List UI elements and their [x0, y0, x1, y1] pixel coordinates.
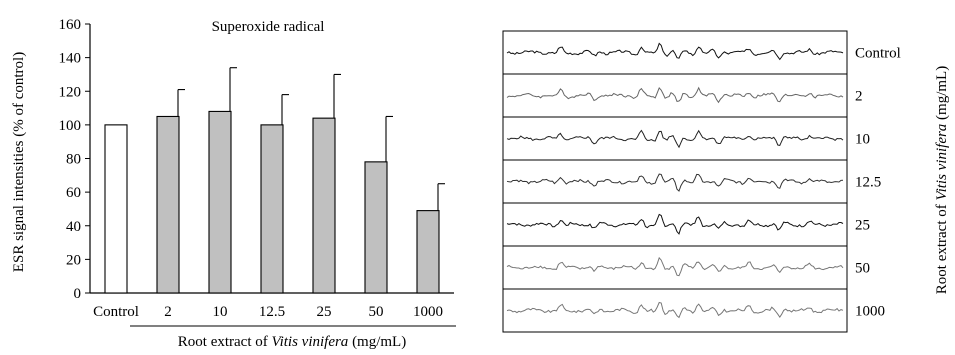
x-tick-label: 50 [369, 304, 384, 320]
x-axis-label-unit: (mg/mL) [348, 334, 406, 350]
x-tick-label: 12.5 [259, 304, 285, 320]
y-axis-label: ESR signal intensities (% of control) [11, 52, 27, 272]
plot-area: 0 20 40 60 80 100 120 140 160 Control 2 10 12.5 25 50 1… [59, 17, 454, 320]
x-tick-label: 25 [317, 304, 332, 320]
esr-spectrum-trace [506, 42, 844, 61]
x-axis-label-species: Vitis vinifera [272, 334, 349, 350]
esr-spectrum-trace [506, 256, 844, 277]
bar [156, 115, 180, 294]
chart-title: Superoxide radical [212, 19, 325, 35]
esr-concentration-label: 25 [855, 218, 870, 234]
y-tick-label: 60 [66, 185, 81, 201]
esr-concentration-label: Control [855, 46, 901, 62]
esr-side-label: Root extract of Vitis vinifera (mg/mL) [934, 66, 950, 294]
esr-spectrum-trace [506, 213, 844, 235]
bar [104, 124, 128, 294]
bar-chart: Superoxide radical ESR signal intensitie… [11, 17, 456, 350]
esr-concentration-label: 12.5 [855, 175, 881, 191]
y-tick-label: 20 [66, 252, 81, 268]
esr-spectrum-trace [506, 129, 844, 149]
esr-spectrum-trace [506, 86, 844, 104]
esr-spectrum-trace [506, 301, 844, 319]
esr-concentration-label: 50 [855, 261, 870, 277]
esr-concentration-label: 2 [855, 89, 863, 105]
y-tick-label: 120 [59, 84, 82, 100]
esr-spectrum-box [502, 116, 848, 161]
esr-side-label-species: Vitis vinifera [934, 124, 950, 201]
bar [312, 117, 336, 294]
y-tick-label: 100 [59, 118, 82, 134]
x-axis-label: Root extract of Vitis vinifera (mg/mL) [178, 334, 406, 350]
bar [260, 124, 284, 294]
esr-spectrum-box [502, 245, 848, 290]
x-tick-label: 1000 [413, 304, 443, 320]
y-tick-label: 160 [59, 17, 82, 33]
x-tick-label: 2 [164, 304, 172, 320]
bar [364, 161, 388, 294]
bar [416, 210, 440, 294]
x-axis-label-prefix: Root extract of [178, 334, 272, 350]
y-tick-label: 40 [66, 219, 81, 235]
esr-concentration-label: 1000 [855, 304, 885, 320]
esr-spectrum-box [502, 202, 848, 247]
y-tick-label: 0 [74, 286, 82, 302]
bar [208, 110, 232, 294]
x-tick-label: 10 [213, 304, 228, 320]
esr-spectrum-box [502, 30, 848, 75]
y-tick-label: 80 [66, 152, 81, 168]
esr-side-label-prefix: Root extract of [934, 200, 950, 294]
esr-spectrum-trace [506, 173, 844, 192]
y-tick-label: 140 [59, 51, 82, 67]
x-tick-label: Control [93, 304, 139, 320]
esr-spectra-group: Control 2 10 12.5 25 50 1000 [502, 30, 901, 333]
esr-side-label-unit: (mg/mL) [934, 66, 950, 124]
esr-concentration-label: 10 [855, 132, 870, 148]
